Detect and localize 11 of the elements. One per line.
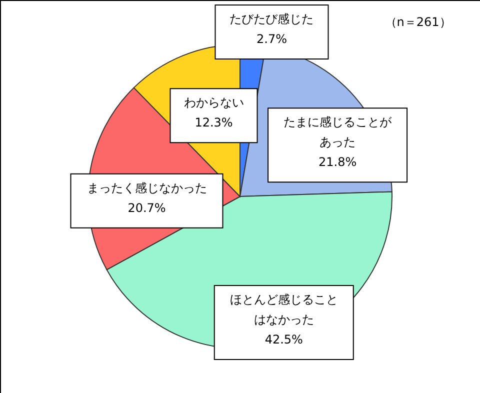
- data-label: 12.3%: [194, 116, 233, 130]
- slice-label: たまに感じることがあった: [284, 115, 393, 150]
- data-label: 20.7%: [128, 200, 166, 215]
- data-label: 42.5%: [264, 332, 303, 347]
- text: （n＝261）: [384, 15, 452, 29]
- slice-label: まったく感じなかった: [86, 180, 207, 195]
- data-label: 2.7%: [256, 32, 287, 46]
- slice-label: ほとんど感じることはなかった: [230, 292, 338, 327]
- slice-label: たびたび感じた: [230, 12, 314, 26]
- data-label: 21.8%: [318, 155, 357, 170]
- slice-label: わからない: [184, 96, 244, 110]
